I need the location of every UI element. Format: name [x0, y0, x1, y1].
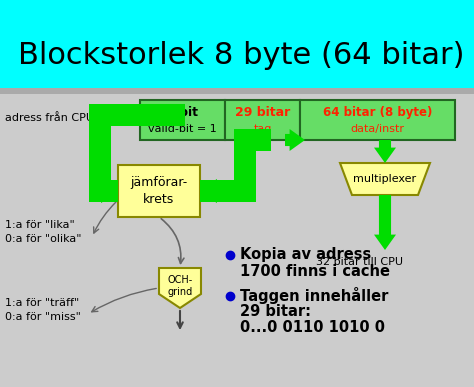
Text: 29 bitar: 29 bitar [235, 106, 290, 119]
Bar [0, 94, 474, 387]
Text: 29 bitar:: 29 bitar: [240, 305, 311, 320]
Text: 32 bitar till CPU: 32 bitar till CPU [316, 257, 403, 267]
Polygon shape [159, 268, 201, 308]
Bar [89, 180, 118, 202]
Bar [300, 100, 455, 140]
Circle shape [234, 180, 256, 202]
Polygon shape [374, 140, 396, 163]
Bar [200, 180, 256, 202]
Text: OCH-
grind: OCH- grind [167, 275, 192, 297]
Bar [234, 129, 271, 151]
Text: 1 bit: 1 bit [166, 106, 199, 119]
FancyBboxPatch shape [118, 165, 200, 217]
Circle shape [234, 129, 256, 151]
Text: data/instr: data/instr [350, 124, 404, 134]
Text: 0...0 0110 1010 0: 0...0 0110 1010 0 [240, 320, 385, 336]
Polygon shape [340, 163, 430, 195]
Polygon shape [374, 195, 396, 250]
Circle shape [89, 104, 111, 126]
Text: Taggen innehåller: Taggen innehåller [240, 288, 388, 305]
Bar [89, 115, 111, 191]
Polygon shape [100, 179, 118, 203]
Text: multiplexer: multiplexer [354, 174, 417, 184]
Polygon shape [120, 104, 145, 126]
Polygon shape [285, 129, 305, 151]
Text: Blockstorlek 8 byte (64 bitar): Blockstorlek 8 byte (64 bitar) [18, 41, 465, 70]
Text: 1:a för "träff"
0:a för "miss": 1:a för "träff" 0:a för "miss" [5, 298, 81, 322]
Text: 64 bitar (8 byte): 64 bitar (8 byte) [323, 106, 432, 119]
Bar [225, 100, 300, 140]
Bar [89, 104, 185, 126]
Text: Kopia av adress: Kopia av adress [240, 248, 371, 262]
Text: jämförar-
krets: jämförar- krets [130, 176, 188, 206]
Text: adress från CPU: adress från CPU [5, 113, 94, 123]
Bar [140, 100, 225, 140]
Text: 1:a för "lika"
0:a för "olika": 1:a för "lika" 0:a för "olika" [5, 220, 82, 244]
Bar [234, 140, 256, 195]
Circle shape [89, 180, 111, 202]
Bar [0, 0, 474, 88]
Text: tag: tag [253, 124, 272, 134]
Text: valid-bit = 1: valid-bit = 1 [148, 124, 217, 134]
Polygon shape [200, 179, 218, 203]
Text: 1700 finns i cache: 1700 finns i cache [240, 264, 390, 279]
Bar [0, 88, 474, 94]
